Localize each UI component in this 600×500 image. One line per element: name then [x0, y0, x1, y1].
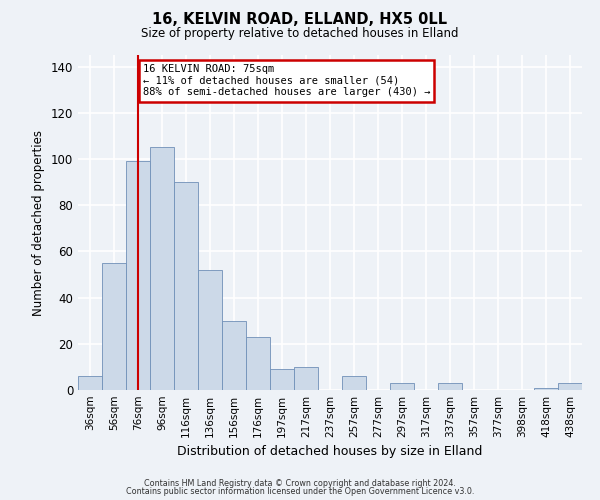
Bar — [174, 182, 198, 390]
Bar — [438, 383, 462, 390]
Bar — [222, 320, 246, 390]
Text: Contains public sector information licensed under the Open Government Licence v3: Contains public sector information licen… — [126, 487, 474, 496]
Bar — [126, 162, 150, 390]
Bar — [390, 383, 414, 390]
Bar — [558, 383, 582, 390]
Bar — [150, 148, 174, 390]
Text: Size of property relative to detached houses in Elland: Size of property relative to detached ho… — [141, 28, 459, 40]
Bar — [294, 367, 318, 390]
Bar — [270, 369, 294, 390]
Bar — [102, 263, 126, 390]
Text: Contains HM Land Registry data © Crown copyright and database right 2024.: Contains HM Land Registry data © Crown c… — [144, 478, 456, 488]
Bar — [534, 388, 558, 390]
X-axis label: Distribution of detached houses by size in Elland: Distribution of detached houses by size … — [178, 446, 482, 458]
Text: 16, KELVIN ROAD, ELLAND, HX5 0LL: 16, KELVIN ROAD, ELLAND, HX5 0LL — [152, 12, 448, 28]
Bar — [246, 337, 270, 390]
Text: 16 KELVIN ROAD: 75sqm
← 11% of detached houses are smaller (54)
88% of semi-deta: 16 KELVIN ROAD: 75sqm ← 11% of detached … — [143, 64, 430, 98]
Bar — [78, 376, 102, 390]
Bar — [342, 376, 366, 390]
Y-axis label: Number of detached properties: Number of detached properties — [32, 130, 45, 316]
Bar — [198, 270, 222, 390]
